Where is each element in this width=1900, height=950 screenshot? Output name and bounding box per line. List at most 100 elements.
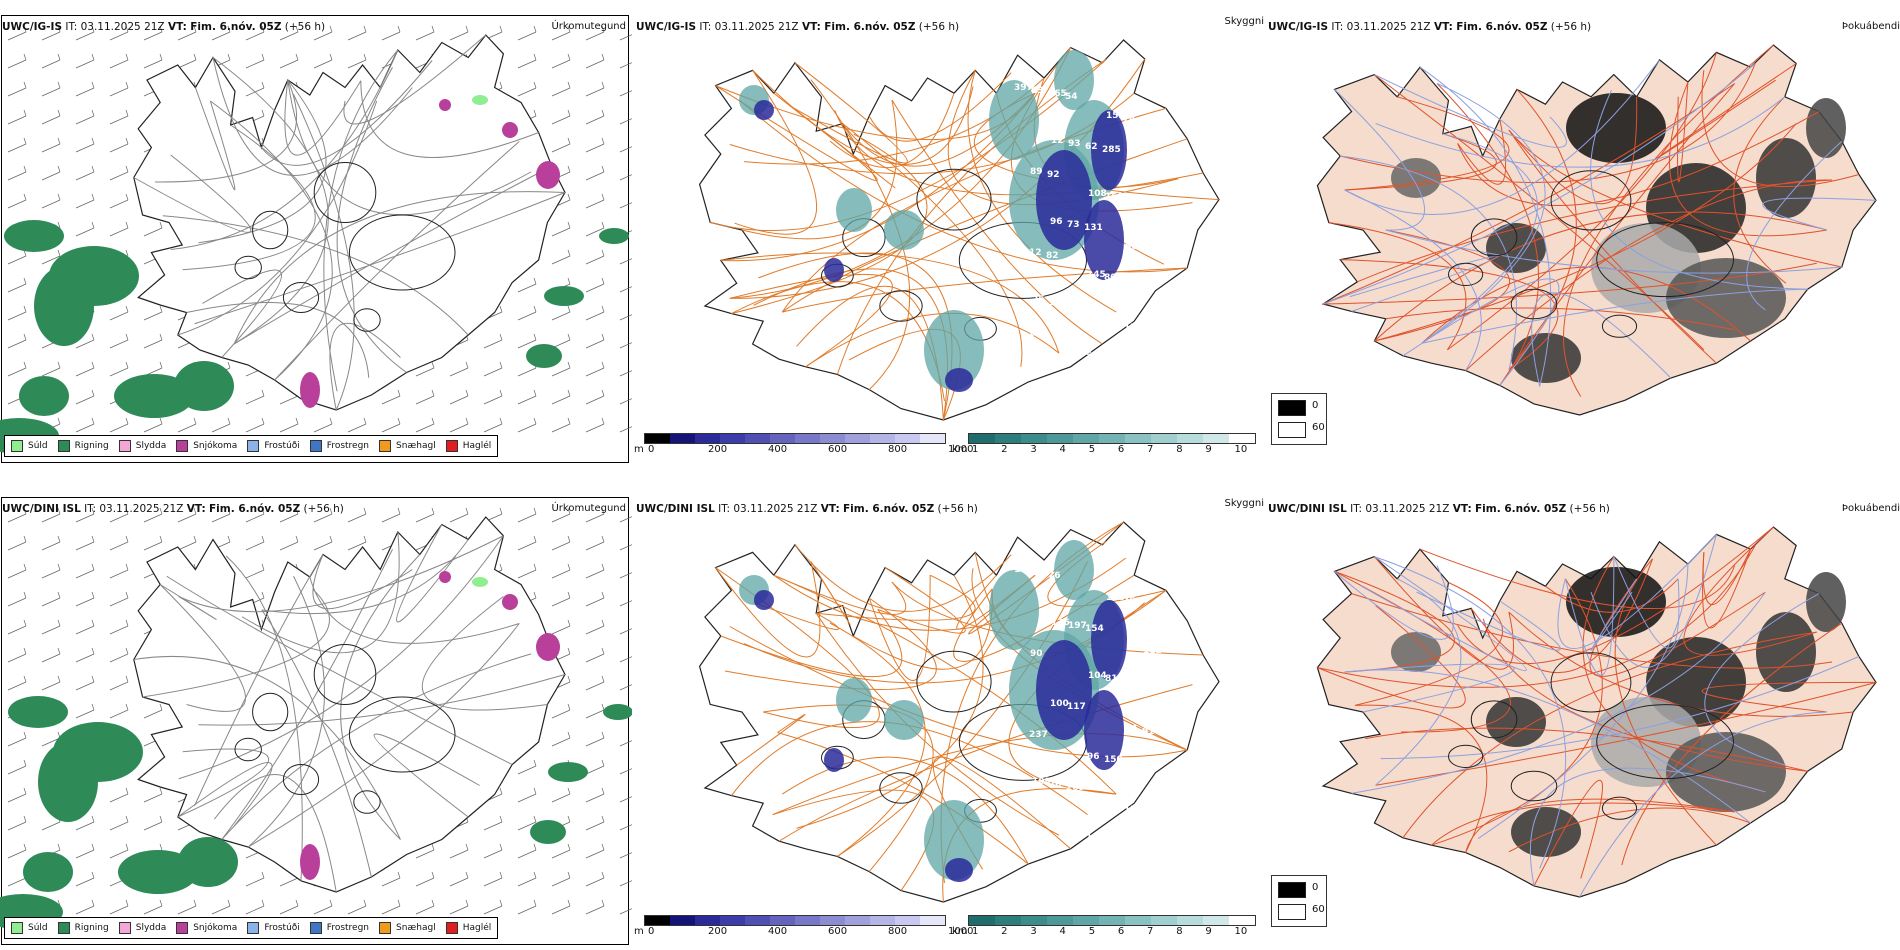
colorbar-tick: 0 <box>648 926 655 937</box>
glacier-outline <box>1601 314 1638 338</box>
wind-barb <box>143 815 163 831</box>
wind-barb <box>517 53 537 69</box>
cloudbase-label: 83 <box>1069 830 1082 840</box>
wind-barb <box>619 90 632 97</box>
visibility-area <box>836 678 872 722</box>
road-line <box>829 622 926 857</box>
wind-barb <box>143 535 163 551</box>
glacier-outline <box>1448 744 1484 768</box>
lead-time: (+56 h) <box>1550 21 1592 33</box>
wind-barb <box>551 137 571 153</box>
colorbar-tick: 6 <box>1117 444 1125 455</box>
cloudbase-label: 126 <box>1049 298 1068 308</box>
road-line <box>763 704 934 872</box>
legend-item: Súld <box>11 922 48 934</box>
wind-barb <box>7 333 27 349</box>
road-line <box>284 79 362 156</box>
colorbar-tick: 1000 <box>948 926 974 937</box>
colorbar-segment <box>870 434 895 443</box>
legend-swatch-black <box>1278 400 1306 416</box>
wind-barb <box>109 647 129 663</box>
wind-barb <box>619 740 632 747</box>
road-line <box>213 774 337 893</box>
rain-area <box>603 704 632 720</box>
road-line <box>162 215 469 336</box>
road-line <box>225 555 303 881</box>
wind-barb <box>585 221 605 237</box>
colorbar-segment <box>720 916 745 925</box>
cloudbase-label: 197 <box>1068 621 1087 631</box>
wind-barb <box>551 249 571 265</box>
wind-barb <box>619 202 632 209</box>
cloudbase-label: 96 <box>1050 217 1063 227</box>
glacier-outline <box>1550 170 1632 231</box>
glacier-outline <box>252 210 289 250</box>
wind-barb <box>279 535 299 551</box>
wind-barb <box>75 333 95 349</box>
wind-barb <box>245 25 265 41</box>
visibility-area <box>1054 50 1094 110</box>
glacier-outline <box>1510 288 1558 320</box>
wind-barb <box>143 417 163 433</box>
legend-item: Snjókoma <box>176 922 237 934</box>
init-time: 03.11.2025 21Z <box>1346 21 1431 33</box>
road-line <box>773 574 907 615</box>
visibility-colorbar: km 1 2 3 4 5 6 7 8 9 10 <box>952 915 1264 943</box>
legend-swatch <box>118 922 131 934</box>
road-line <box>1402 83 1546 357</box>
road-line <box>1590 534 1717 668</box>
colorbar-unit: km <box>952 926 968 937</box>
wind-barb <box>7 25 27 41</box>
panel-header: UWC/IG-IS IT: 03.11.2025 21Z VT: Fim. 6.… <box>2 21 325 33</box>
colorbar-segment <box>820 916 845 925</box>
rain-area <box>118 850 198 894</box>
cloudbase-label: 82 <box>1046 251 1059 261</box>
legend-item: Súld <box>11 440 48 452</box>
init-time: 03.11.2025 21Z <box>1365 503 1450 515</box>
legend-item: Rigning <box>57 440 109 452</box>
glacier-outline <box>282 282 320 313</box>
colorbar-tick: 1000 <box>948 444 974 455</box>
snow-area <box>536 161 560 189</box>
road-line <box>1733 96 1787 284</box>
cloudbase-area <box>754 590 774 610</box>
glacier-outline <box>353 790 381 814</box>
lead-time: (+56 h) <box>284 21 326 33</box>
forecast-row: UWC/DINI ISL IT: 03.11.2025 21Z VT: Fim.… <box>0 482 1900 947</box>
visibility-area <box>884 700 924 740</box>
valid-time: Fim. 6.nóv. 05Z <box>843 503 935 515</box>
colorbar-tick: 10 <box>1234 926 1248 937</box>
road-line <box>133 154 252 233</box>
colorbar-segment <box>1047 434 1073 443</box>
colorbar-segment <box>870 916 895 925</box>
wind-barb <box>7 675 27 691</box>
road-line <box>1589 578 1766 677</box>
cloudbase-label: 145 <box>1087 270 1106 280</box>
wind-barb <box>551 109 571 125</box>
colorbar-tick: 9 <box>1205 444 1212 455</box>
rain-area <box>4 220 64 252</box>
map-frame <box>1 497 629 945</box>
colorbar-segment <box>1021 916 1047 925</box>
road-line <box>1529 767 1766 886</box>
road-line <box>360 80 539 159</box>
wind-barb <box>75 815 95 831</box>
road-line <box>891 99 1103 345</box>
cloudbase-label: 94 <box>1125 724 1138 734</box>
rain-area <box>544 286 584 306</box>
panel-title: Þokuábendi <box>1841 503 1900 514</box>
snow-area <box>439 571 451 583</box>
wind-barb <box>381 417 401 433</box>
wind-barb <box>619 286 632 293</box>
wind-barb <box>585 759 605 775</box>
cloudbase-label: 81 <box>1105 674 1118 684</box>
cloudbase-label: 138 <box>1106 593 1125 603</box>
road-line <box>1374 556 1567 869</box>
model-name: UWC/DINI ISL <box>2 503 81 515</box>
glacier-outline <box>879 290 923 322</box>
road-line <box>1344 663 1515 713</box>
drizzle-area <box>472 577 488 587</box>
legend-item: Snæhagl <box>379 922 436 934</box>
wind-barb <box>75 843 95 859</box>
cloudbase-label: 86 <box>1125 242 1138 252</box>
